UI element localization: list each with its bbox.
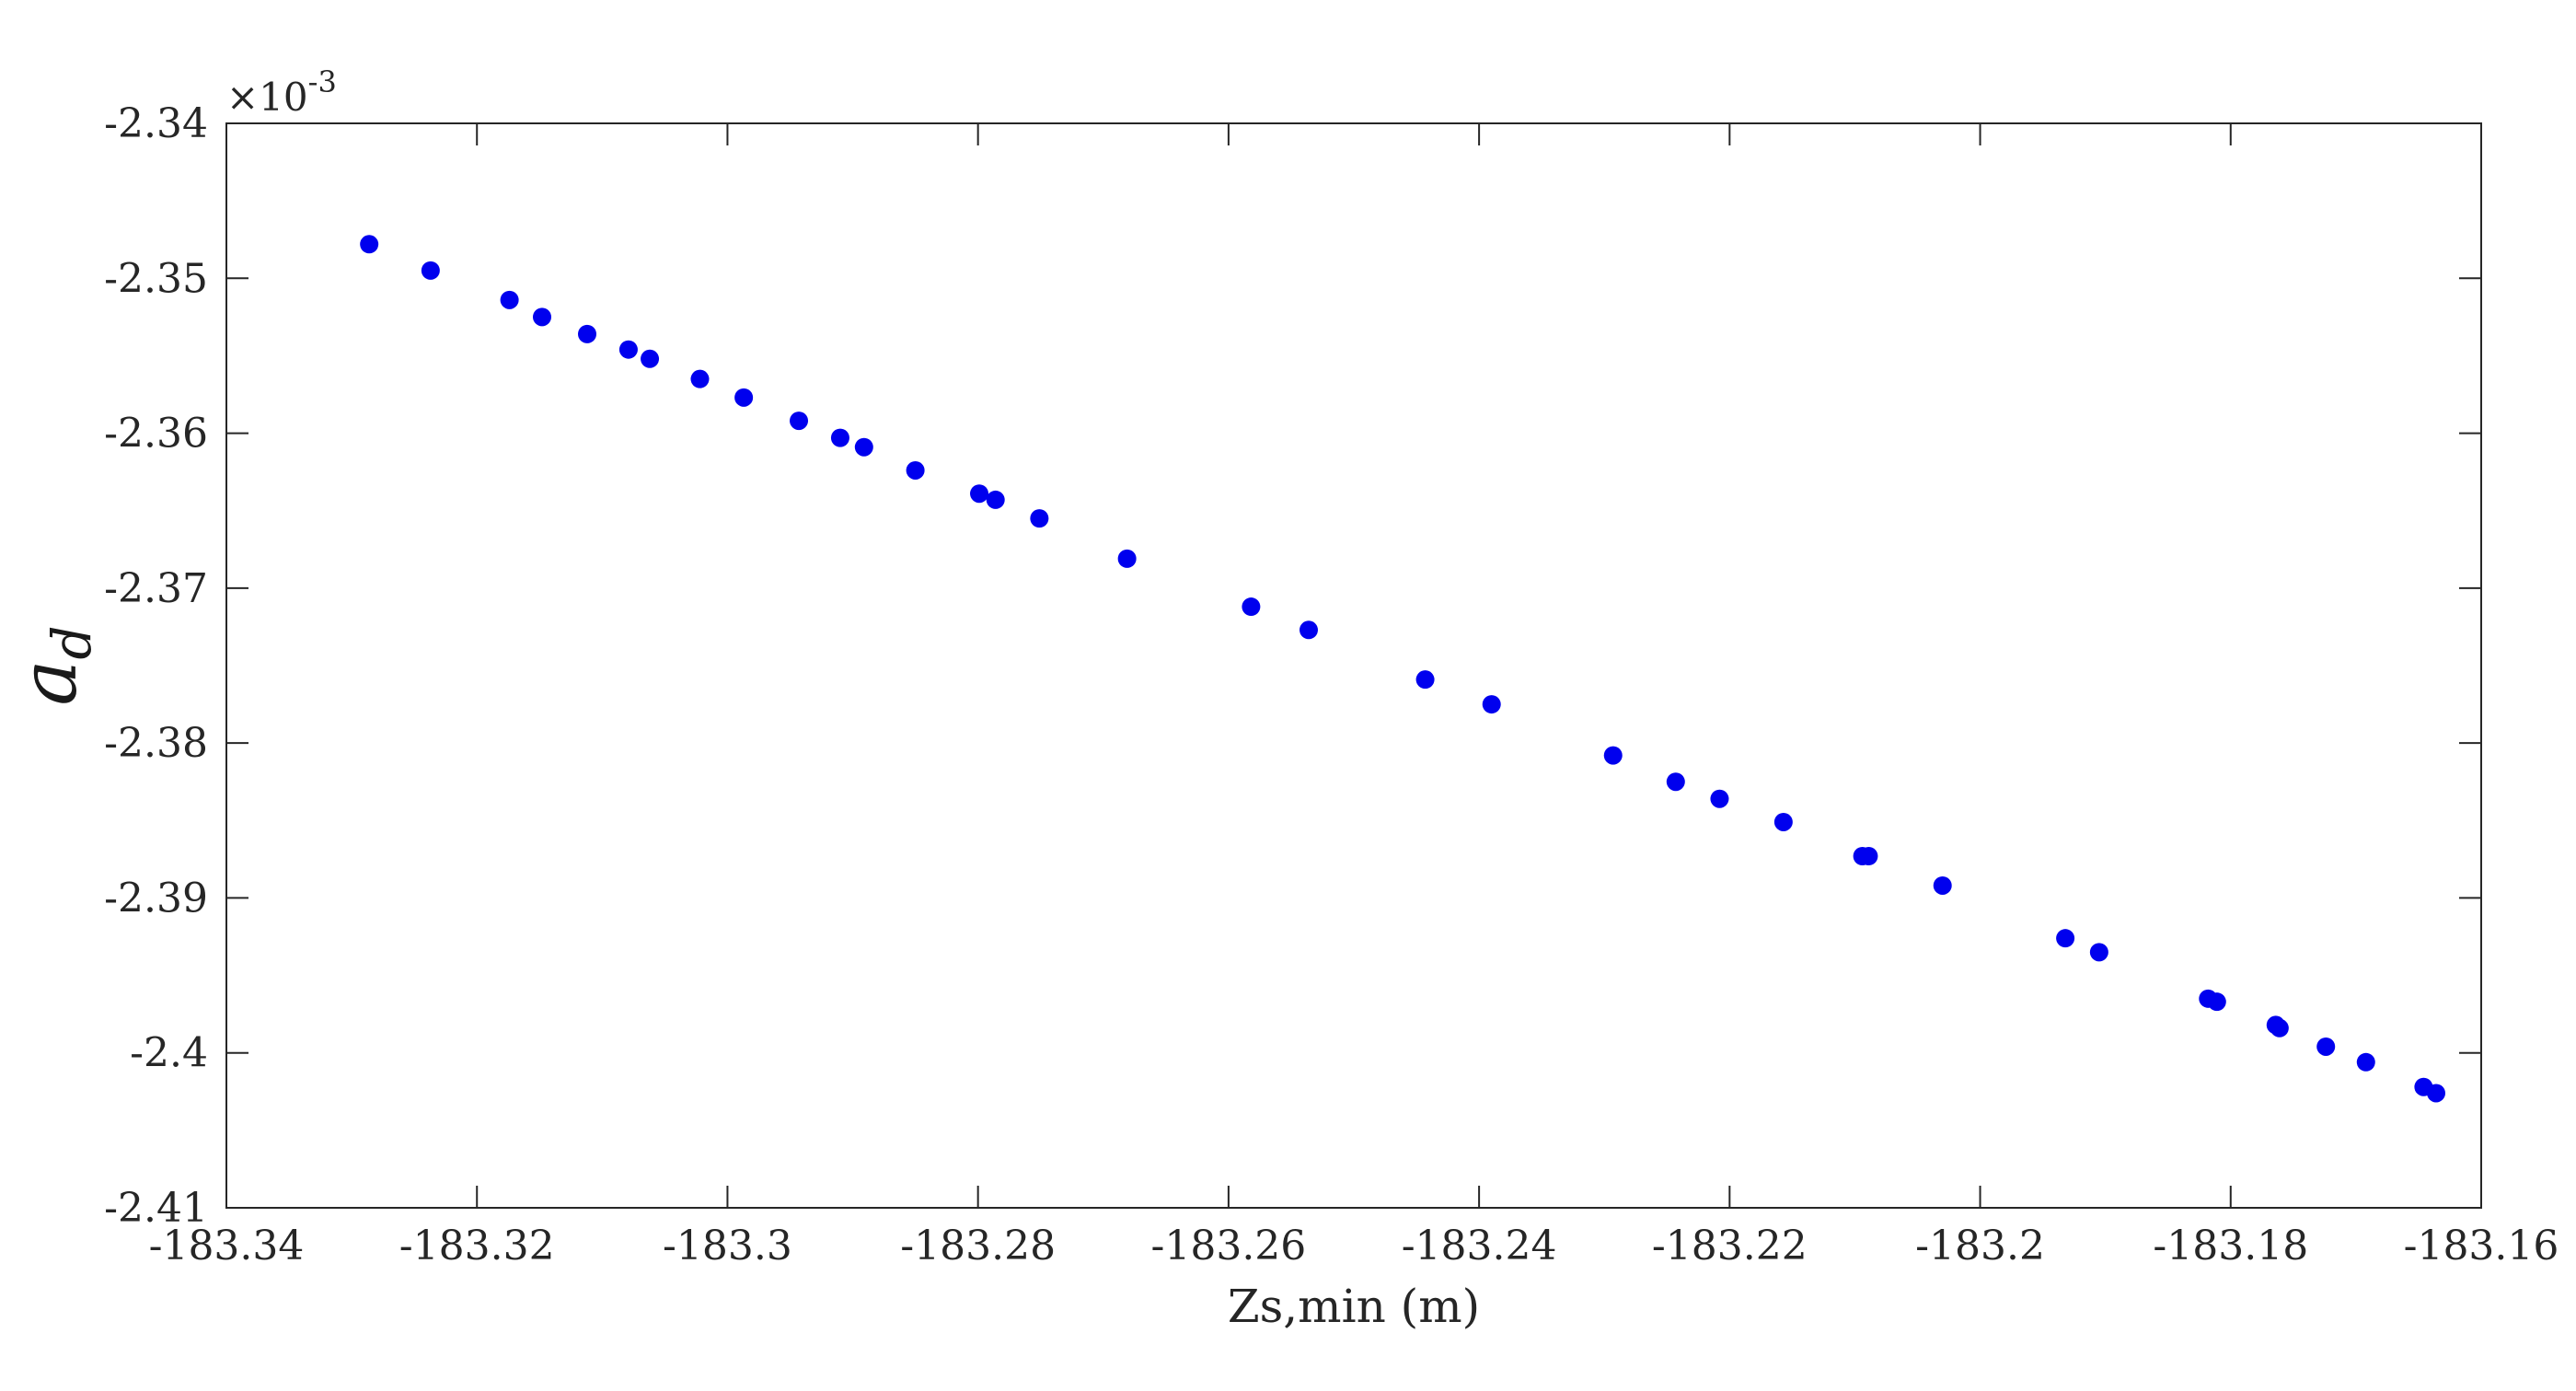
data-point — [734, 388, 754, 407]
data-point — [1482, 695, 1501, 714]
y-tick-label: -2.35 — [104, 255, 208, 302]
x-tick-label: -183.28 — [900, 1223, 1056, 1269]
data-point — [830, 428, 849, 447]
data-point — [533, 307, 551, 327]
data-point — [690, 369, 710, 388]
data-point — [360, 235, 379, 254]
y-tick-label: -2.38 — [104, 720, 208, 767]
x-axis-title: Zs,min (m) — [1228, 1280, 1480, 1333]
x-tick-label: -183.26 — [1150, 1223, 1306, 1269]
y-axis-exponent-power: -3 — [308, 64, 337, 99]
data-point — [2356, 1052, 2375, 1072]
data-point — [1242, 597, 1261, 617]
data-points — [360, 235, 2445, 1103]
data-point — [2270, 1018, 2289, 1037]
data-point — [578, 324, 596, 343]
x-tick-label: -183.18 — [2153, 1223, 2308, 1269]
data-point — [790, 412, 809, 431]
y-tick-label: -2.34 — [104, 100, 208, 147]
data-point — [906, 460, 925, 480]
x-axis-ticks: -183.34 -183.32 -183.3 -183.28 -183.26 -183.2… — [149, 123, 2559, 1269]
y-tick-label: -2.39 — [104, 875, 208, 922]
data-point — [854, 437, 873, 457]
x-tick-label: -183.22 — [1652, 1223, 1808, 1269]
data-point — [1117, 549, 1137, 568]
y-tick-label: -2.4 — [130, 1030, 208, 1077]
data-point — [421, 261, 440, 280]
data-point — [1933, 875, 1952, 895]
data-point — [1666, 772, 1685, 792]
y-axis-title-main: a — [4, 660, 94, 706]
data-point — [500, 290, 519, 309]
data-point — [2056, 929, 2075, 948]
x-tick-label: -183.24 — [1402, 1223, 1557, 1269]
y-tick-label: -2.41 — [104, 1185, 208, 1232]
data-point — [1300, 620, 1318, 640]
x-tick-label: -183.34 — [149, 1223, 305, 1269]
data-point — [1710, 789, 1729, 808]
data-point — [2089, 943, 2108, 962]
axes-box — [225, 122, 2482, 1209]
y-tick-label: -2.37 — [104, 565, 208, 612]
data-point — [1859, 846, 1878, 865]
x-tick-label: -183.3 — [663, 1223, 792, 1269]
data-point — [2316, 1037, 2336, 1056]
y-axis-exponent-base: ×10 — [226, 75, 308, 120]
data-point — [2427, 1084, 2445, 1103]
data-point — [1030, 509, 1049, 528]
y-axis-title: ad — [4, 625, 103, 705]
data-point — [618, 340, 638, 359]
x-tick-label: -183.32 — [399, 1223, 555, 1269]
y-tick-label: -2.36 — [104, 411, 208, 458]
data-point — [986, 490, 1005, 509]
data-point — [641, 349, 660, 368]
x-tick-label: -183.2 — [1915, 1223, 2045, 1269]
data-point — [970, 484, 989, 504]
x-tick-label: -183.16 — [2404, 1223, 2559, 1269]
y-axis-title-subscript: d — [40, 625, 103, 659]
y-axis-exponent-label: ×10-3 — [226, 64, 337, 120]
plot-area — [225, 122, 2482, 1209]
data-point — [2207, 992, 2226, 1012]
data-point — [1603, 746, 1623, 765]
data-point — [1415, 670, 1435, 690]
data-point — [1773, 812, 1793, 831]
y-axis-ticks: -2.41 -2.4 -2.39 -2.38 -2.37 -2.36 -2.35 -2.34 — [104, 100, 2481, 1232]
